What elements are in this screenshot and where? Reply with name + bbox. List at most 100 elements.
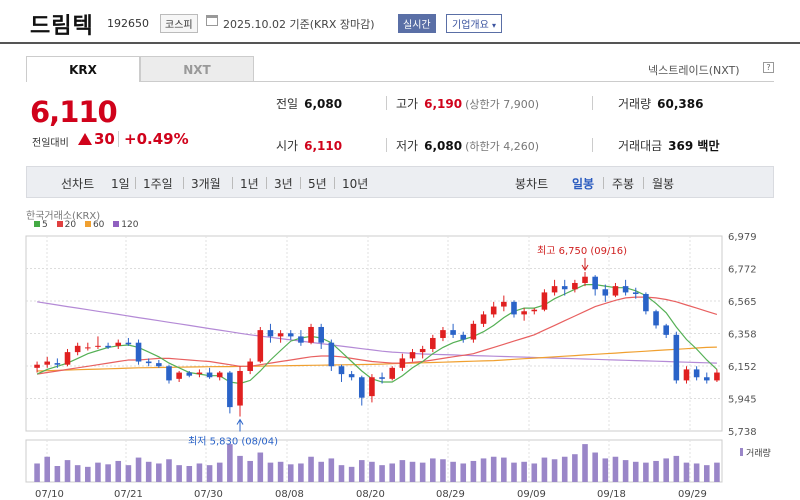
period-1w[interactable]: 1주일 [143, 177, 173, 191]
period-3y[interactable]: 3년 [274, 177, 293, 191]
volume-bar [490, 456, 497, 482]
tab-krx[interactable]: KRX [26, 56, 140, 82]
volume-legend-swatch [740, 448, 743, 456]
x-tick-label: 09/09 [517, 489, 546, 500]
realtime-button[interactable]: 실시간 [398, 14, 436, 33]
candle-body [490, 306, 497, 315]
stock-name: 드림텍 [30, 14, 94, 39]
volume-bar [622, 460, 629, 482]
candle-body [643, 293, 649, 312]
candle-body [389, 367, 396, 379]
volume-bar [338, 465, 345, 482]
divider [592, 96, 593, 110]
divider [135, 177, 136, 189]
legend-ma60: 60 [84, 220, 104, 230]
candle-body [176, 372, 182, 379]
candle-weekly[interactable]: 주봉 [612, 177, 635, 191]
volume-bar [419, 462, 426, 482]
volume-bar [308, 456, 314, 482]
volume-bar [592, 452, 598, 482]
volume-bar [501, 457, 507, 482]
period-1y[interactable]: 1년 [240, 177, 259, 191]
x-tick-label: 07/10 [35, 489, 64, 500]
candle-body [277, 333, 284, 337]
min-arrowhead-icon [236, 418, 244, 425]
up-triangle-icon [78, 133, 92, 145]
tab-nxt[interactable]: NXT [140, 56, 254, 82]
candle-body [348, 374, 355, 378]
divider [386, 138, 387, 152]
volume-bar [541, 457, 548, 482]
prev-close-label: 전일 [276, 97, 299, 111]
chart-legend: 5 20 60 120 [34, 220, 144, 230]
candle-body [409, 352, 416, 359]
open-value: 6,110 [304, 139, 343, 153]
volume-bar [480, 458, 487, 482]
candle-body [399, 358, 406, 368]
candle-body [379, 377, 385, 379]
candle-monthly[interactable]: 월봉 [652, 177, 675, 191]
chart-toolbar: 선차트 1일 1주일 3개월 1년 3년 5년 10년 봉차트 일봉 주봉 월봉 [26, 166, 774, 198]
candle-body [338, 366, 345, 375]
volume-bar [450, 461, 456, 482]
candle-body [206, 372, 213, 378]
candle-body [54, 363, 61, 365]
candle-body [125, 342, 132, 345]
period-10y[interactable]: 10년 [342, 177, 369, 191]
candle-chart-button[interactable]: 봉차트 [515, 177, 549, 191]
volume-value: 60,386 [657, 97, 704, 111]
volume-label: 거래량 [618, 97, 652, 111]
candle-daily[interactable]: 일봉 [572, 177, 595, 191]
candle-body [298, 336, 304, 343]
candle-body [582, 276, 588, 283]
candle-body [419, 348, 426, 353]
volume-bar [227, 444, 233, 482]
volume-bar [663, 458, 669, 482]
volume-bar [85, 466, 91, 482]
candle-body [440, 330, 446, 338]
volume-bar [572, 454, 578, 482]
line-chart-button[interactable]: 선차트 [61, 177, 95, 191]
company-info-dropdown[interactable]: 기업개요 ▾ [446, 14, 503, 33]
prev-close: 전일 6,080 [276, 95, 342, 112]
divider [386, 96, 387, 110]
volume-bar [166, 459, 172, 482]
candle-body [511, 301, 517, 315]
candle-body [287, 333, 294, 337]
candle-body [318, 326, 324, 343]
nxt-link[interactable]: 넥스트레이드(NXT) [648, 64, 740, 77]
period-5y[interactable]: 5년 [308, 177, 327, 191]
legend-ma120: 120 [113, 220, 138, 230]
change-label: 전일대비 [32, 138, 69, 149]
candle-body [44, 361, 51, 365]
candle-body [592, 276, 598, 290]
candle-body [156, 363, 162, 367]
volume-bar [348, 466, 355, 482]
volume-bar [328, 458, 335, 482]
volume-bar [74, 465, 81, 482]
candle-body [237, 370, 243, 406]
candle-body [328, 342, 335, 367]
candle-body [622, 286, 629, 293]
max-arrowhead-icon [581, 264, 589, 271]
help-icon[interactable]: ? [763, 62, 774, 73]
trade-amount: 거래대금 369 백만 [618, 137, 719, 154]
candle-body [561, 286, 568, 290]
high-label: 고가 [396, 97, 419, 111]
volume-bar [358, 460, 365, 482]
volume-bar [460, 463, 467, 482]
high-value: 6,190 [424, 97, 463, 111]
ma20-line [37, 296, 718, 375]
legend-ma20: 20 [56, 220, 76, 230]
period-3m[interactable]: 3개월 [191, 177, 221, 191]
volume-bar [612, 456, 619, 482]
period-1d[interactable]: 1일 [111, 177, 130, 191]
candle-body [541, 292, 548, 310]
candle-body [358, 377, 365, 398]
candle-body [521, 311, 527, 315]
volume-bar [632, 461, 639, 482]
volume-bar [440, 459, 446, 482]
candle-body [64, 352, 71, 365]
x-tick-label: 08/29 [436, 489, 465, 500]
